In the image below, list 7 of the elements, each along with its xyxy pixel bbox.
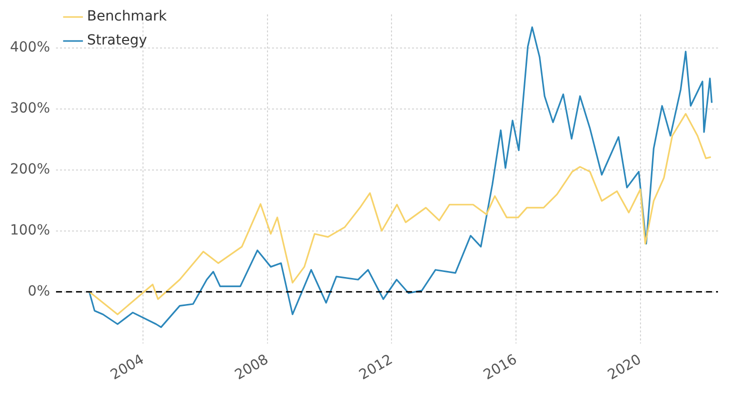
y-tick-label: 200% [10, 162, 50, 178]
legend-label: Benchmark [87, 8, 168, 25]
y-tick-label: 400% [10, 40, 50, 56]
y-tick-label: 0% [28, 283, 50, 300]
y-tick-label: 100% [10, 222, 50, 238]
y-tick-label: 300% [10, 100, 50, 117]
legend-label: Strategy [87, 32, 148, 49]
